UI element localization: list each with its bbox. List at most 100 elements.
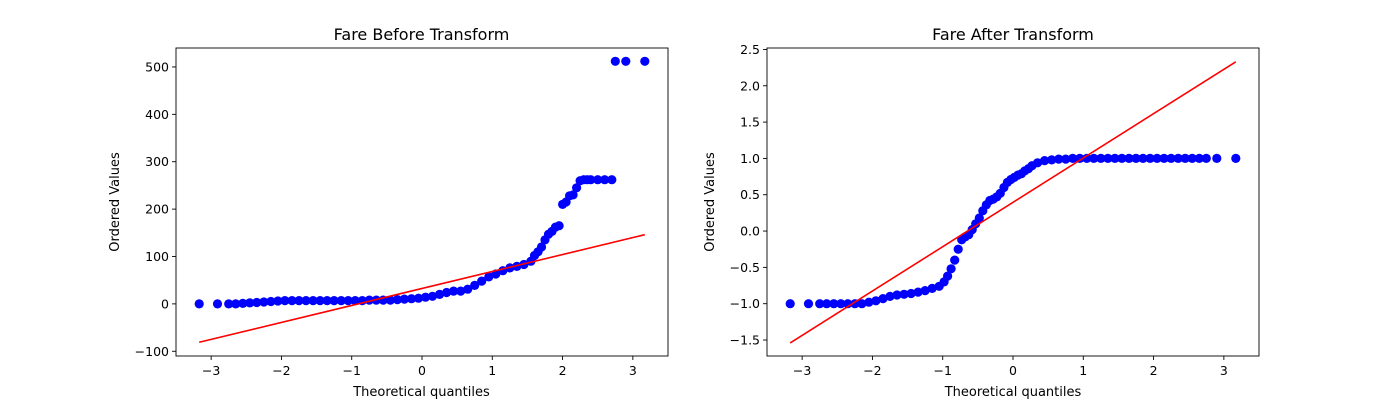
y-tick-label: 300 (145, 154, 169, 169)
data-point (950, 255, 960, 265)
data-point (245, 298, 255, 308)
x-axis-label: Theoretical quantiles (944, 385, 1082, 400)
data-point (640, 56, 650, 66)
x-tick-label: 1 (1079, 363, 1087, 378)
data-point (1054, 154, 1064, 164)
data-point (512, 261, 522, 271)
data-point (600, 175, 610, 185)
data-point (864, 297, 874, 307)
data-point (1124, 153, 1134, 163)
chart-panel-before: Fare Before Transform Theoretical quanti… (108, 25, 669, 400)
x-tick-label: −1 (342, 363, 360, 378)
data-point (427, 291, 438, 301)
data-point (1061, 154, 1071, 164)
data-point (829, 299, 839, 309)
y-axis-label: Ordered Values (108, 152, 123, 252)
data-point (350, 296, 360, 306)
data-point (329, 296, 339, 306)
chart-title: Fare After Transform (932, 25, 1094, 44)
data-point (463, 284, 473, 294)
data-point (1212, 153, 1222, 163)
data-point (392, 295, 402, 305)
data-point (399, 294, 409, 304)
data-point (927, 283, 937, 293)
data-point (621, 56, 631, 66)
data-points (194, 56, 650, 309)
data-point (442, 287, 452, 298)
x-tick-label: 0 (1009, 363, 1017, 378)
data-point (259, 297, 269, 307)
data-point (1138, 153, 1148, 163)
data-point (212, 299, 223, 309)
data-point (1047, 155, 1057, 165)
data-point (899, 289, 909, 299)
data-point (484, 272, 494, 282)
data-point (815, 299, 825, 309)
data-point (238, 298, 248, 308)
data-point (224, 299, 234, 309)
data-point (280, 296, 290, 306)
data-point (1187, 153, 1197, 163)
x-axis-label: Theoretical quantiles (352, 385, 490, 400)
data-point (1082, 153, 1092, 163)
data-point (266, 296, 276, 307)
data-point (1159, 153, 1169, 163)
data-point (871, 296, 881, 306)
data-point (836, 299, 846, 309)
data-point (1145, 153, 1155, 163)
y-tick-label: 0.0 (740, 224, 760, 239)
data-point (1180, 153, 1190, 163)
data-point (946, 264, 956, 274)
data-point (477, 276, 487, 286)
data-point (1166, 153, 1176, 163)
data-point (287, 296, 297, 306)
data-point (343, 296, 353, 306)
x-tick-label: 1 (488, 363, 496, 378)
y-tick-label: 2.0 (740, 78, 760, 93)
y-tick-label: −1.5 (730, 333, 760, 348)
data-point (308, 296, 318, 306)
plot-frame (175, 47, 669, 357)
data-point (1075, 153, 1085, 163)
y-axis-label: Ordered Values (703, 152, 718, 252)
y-tick-label: 0.5 (740, 187, 760, 202)
data-point (593, 175, 603, 185)
x-tick-label: −1 (933, 363, 951, 378)
data-point (1117, 153, 1127, 163)
data-point (953, 244, 963, 254)
data-point (943, 271, 953, 281)
data-point (273, 296, 283, 306)
data-point (906, 288, 916, 299)
data-point (1103, 153, 1113, 163)
data-point (913, 287, 923, 297)
data-point (1201, 153, 1211, 163)
data-point (920, 286, 930, 296)
y-tick-label: 100 (145, 249, 169, 264)
data-point (536, 242, 547, 252)
x-tick-label: 3 (1220, 363, 1228, 378)
data-point (803, 299, 814, 309)
y-tick-label: −1.0 (730, 296, 760, 311)
data-point (1068, 153, 1078, 163)
data-point (607, 175, 617, 185)
data-point (785, 299, 795, 309)
data-point (449, 286, 459, 296)
x-tick-label: −3 (793, 363, 811, 378)
y-tick-label: 1.0 (740, 151, 760, 166)
y-tick-label: 400 (145, 107, 169, 122)
data-point (1152, 153, 1162, 163)
x-tick-label: 0 (418, 363, 426, 378)
chart-panel-after: Fare After Transform Theoretical quantil… (703, 25, 1260, 400)
fit-line (789, 61, 1237, 344)
y-tick-label: 0 (161, 296, 169, 311)
data-point (610, 56, 620, 66)
data-point (1173, 153, 1183, 163)
y-tick-label: 2.5 (740, 42, 760, 57)
y-tick-label: 500 (145, 59, 169, 74)
data-point (1096, 153, 1106, 163)
chart-title: Fare Before Transform (334, 25, 510, 44)
data-point (878, 294, 888, 304)
data-point (1033, 158, 1043, 168)
data-point (1194, 153, 1204, 163)
